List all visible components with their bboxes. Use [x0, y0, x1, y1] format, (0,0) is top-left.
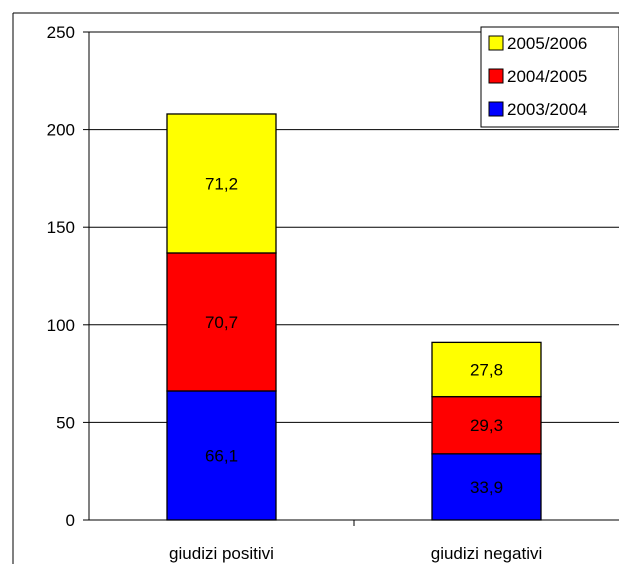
data-label-1-0: 33,9 [470, 478, 503, 497]
legend-box [480, 26, 619, 128]
data-label-0-1: 70,7 [205, 313, 238, 332]
y-tick-label-0: 0 [66, 511, 75, 530]
y-tick-label-250: 250 [47, 23, 75, 42]
data-label-1-2: 27,8 [470, 361, 503, 380]
x-tick-label-0: giudizi positivi [169, 544, 274, 563]
bar-0-2 [166, 113, 277, 254]
x-tick-label-1: giudizi negativi [431, 544, 543, 563]
legend-label-1: 2004/2005 [507, 67, 587, 86]
data-label-1-1: 29,3 [470, 416, 503, 435]
legend-swatch-0 [488, 35, 504, 51]
bar-1-1 [431, 395, 542, 455]
bar-0-1 [166, 252, 277, 392]
legend-swatch-1 [488, 68, 504, 84]
y-tick-label-100: 100 [47, 316, 75, 335]
data-label-0-0: 66,1 [205, 446, 238, 465]
y-tick-label-50: 50 [56, 413, 75, 432]
data-label-0-2: 71,2 [205, 174, 238, 193]
bar-1-2 [431, 341, 542, 398]
bar-1-0 [431, 453, 542, 521]
bar-0-0 [166, 390, 277, 521]
y-tick-label-150: 150 [47, 218, 75, 237]
legend-label-0: 2005/2006 [507, 34, 587, 53]
legend-swatch-2 [488, 101, 504, 117]
y-tick-label-200: 200 [47, 121, 75, 140]
legend-label-2: 2003/2004 [507, 100, 587, 119]
